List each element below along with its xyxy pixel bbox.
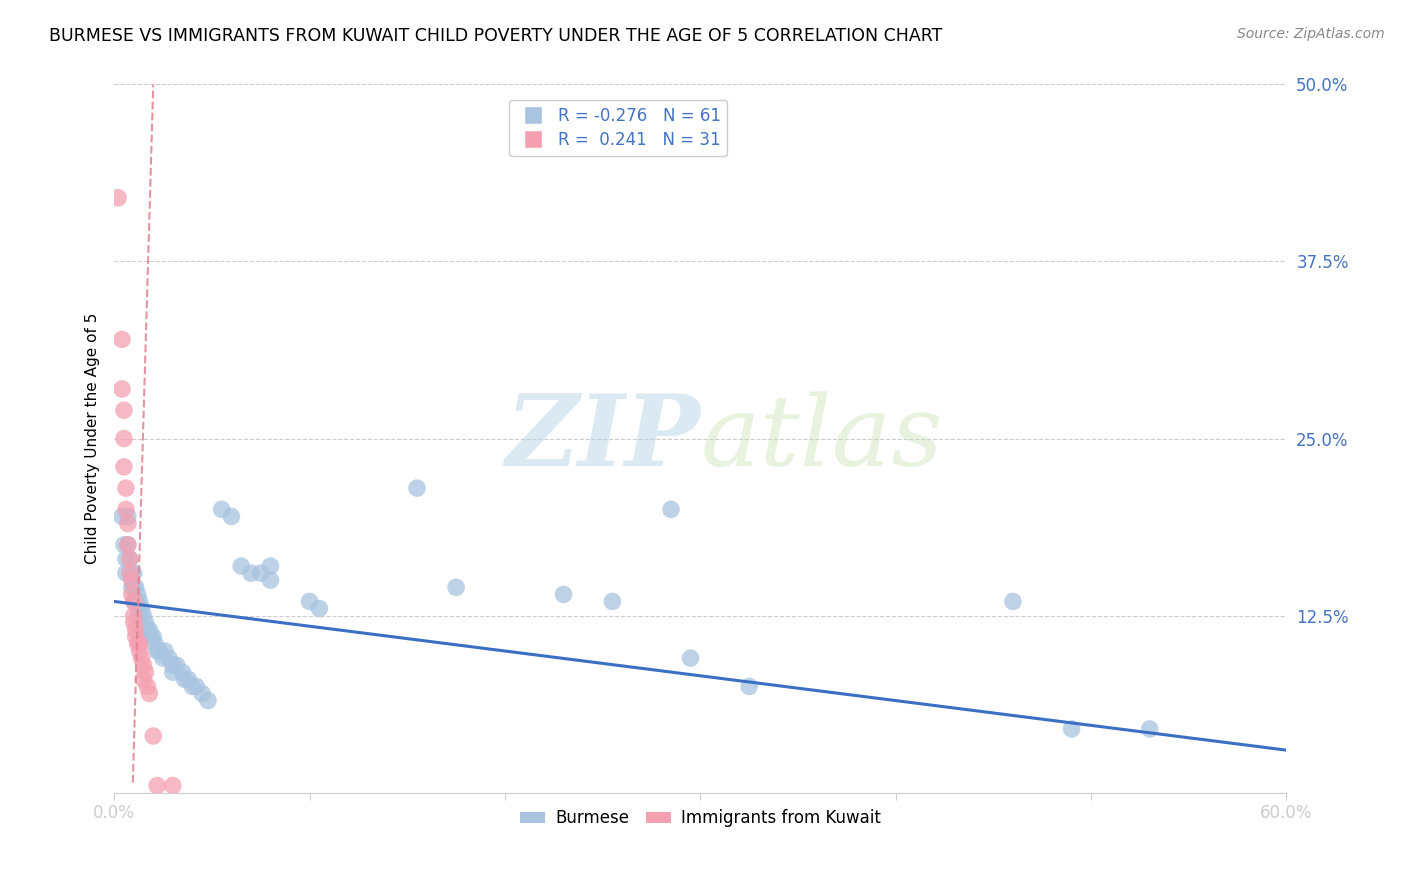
Point	[112, 432, 135, 446]
Point	[127, 601, 149, 615]
Point	[136, 623, 159, 637]
Point	[115, 502, 138, 516]
Point	[118, 552, 141, 566]
Point	[112, 403, 135, 417]
Point	[117, 509, 139, 524]
Point	[122, 594, 145, 608]
Point	[211, 502, 233, 516]
Point	[1139, 722, 1161, 736]
Point	[134, 615, 156, 630]
Point	[142, 729, 165, 743]
Point	[298, 594, 321, 608]
Point	[134, 665, 156, 680]
Point	[115, 481, 138, 495]
Point	[1001, 594, 1024, 608]
Point	[231, 559, 253, 574]
Point	[173, 673, 195, 687]
Point	[117, 516, 139, 531]
Point	[162, 665, 184, 680]
Point	[121, 580, 143, 594]
Point	[131, 651, 153, 665]
Point	[132, 673, 155, 687]
Point	[115, 566, 138, 580]
Point	[128, 608, 150, 623]
Point	[132, 658, 155, 673]
Point	[125, 630, 148, 644]
Point	[131, 601, 153, 615]
Point	[118, 552, 141, 566]
Text: ZIP: ZIP	[505, 391, 700, 487]
Point	[127, 637, 149, 651]
Point	[146, 644, 169, 658]
Point	[153, 644, 176, 658]
Point	[117, 538, 139, 552]
Point	[107, 191, 129, 205]
Point	[111, 382, 134, 396]
Text: Source: ZipAtlas.com: Source: ZipAtlas.com	[1237, 27, 1385, 41]
Point	[308, 601, 330, 615]
Point	[249, 566, 271, 580]
Point	[148, 644, 170, 658]
Point	[127, 587, 149, 601]
Point	[132, 623, 155, 637]
Point	[112, 538, 135, 552]
Point	[553, 587, 575, 601]
Point	[259, 559, 281, 574]
Point	[1060, 722, 1083, 736]
Point	[122, 566, 145, 580]
Point	[128, 594, 150, 608]
Point	[142, 630, 165, 644]
Point	[122, 594, 145, 608]
Point	[118, 566, 141, 580]
Point	[197, 693, 219, 707]
Point	[191, 686, 214, 700]
Point	[122, 608, 145, 623]
Point	[138, 686, 160, 700]
Point	[143, 637, 166, 651]
Point	[121, 573, 143, 587]
Text: atlas: atlas	[700, 391, 943, 486]
Point	[128, 637, 150, 651]
Text: BURMESE VS IMMIGRANTS FROM KUWAIT CHILD POVERTY UNDER THE AGE OF 5 CORRELATION C: BURMESE VS IMMIGRANTS FROM KUWAIT CHILD …	[49, 27, 942, 45]
Point	[121, 566, 143, 580]
Point	[121, 587, 143, 601]
Point	[111, 509, 134, 524]
Point	[152, 651, 174, 665]
Point	[259, 573, 281, 587]
Point	[141, 630, 163, 644]
Point	[122, 615, 145, 630]
Point	[602, 594, 624, 608]
Point	[125, 623, 148, 637]
Point	[162, 658, 184, 673]
Point	[166, 658, 188, 673]
Point	[221, 509, 243, 524]
Point	[112, 459, 135, 474]
Point	[125, 594, 148, 608]
Point	[177, 673, 200, 687]
Y-axis label: Child Poverty Under the Age of 5: Child Poverty Under the Age of 5	[86, 313, 100, 565]
Point	[111, 332, 134, 346]
Point	[738, 680, 761, 694]
Point	[118, 566, 141, 580]
Point	[157, 651, 180, 665]
Point	[115, 552, 138, 566]
Point	[136, 680, 159, 694]
Point	[239, 566, 262, 580]
Point	[679, 651, 702, 665]
Point	[659, 502, 682, 516]
Point	[122, 580, 145, 594]
Point	[181, 680, 204, 694]
Point	[138, 623, 160, 637]
Point	[172, 665, 194, 680]
Point	[117, 538, 139, 552]
Point	[132, 608, 155, 623]
Point	[146, 779, 169, 793]
Legend: Burmese, Immigrants from Kuwait: Burmese, Immigrants from Kuwait	[513, 803, 887, 834]
Point	[444, 580, 467, 594]
Point	[128, 644, 150, 658]
Point	[162, 779, 184, 793]
Point	[125, 580, 148, 594]
Point	[406, 481, 429, 495]
Point	[186, 680, 208, 694]
